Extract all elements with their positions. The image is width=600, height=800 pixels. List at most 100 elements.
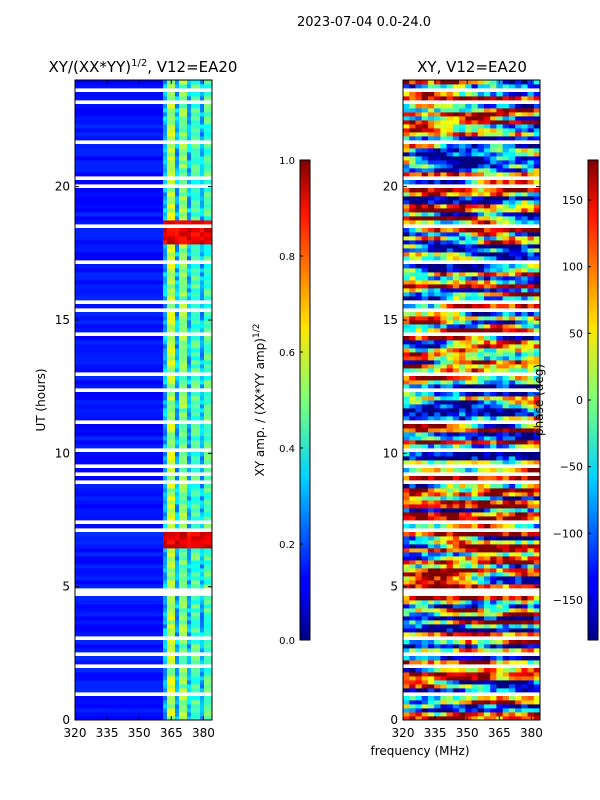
phase-cell xyxy=(471,596,479,601)
phase-cell xyxy=(471,408,479,413)
amplitude-cell xyxy=(179,404,187,409)
phase-cell xyxy=(409,680,416,685)
phase-cell xyxy=(434,200,441,205)
phase-cell xyxy=(446,628,454,633)
phase-cell xyxy=(527,560,535,565)
amplitude-cell xyxy=(200,336,204,341)
phase-cell xyxy=(508,244,516,249)
amplitude-cell xyxy=(179,672,187,677)
amplitude-cell xyxy=(75,616,163,621)
phase-cell xyxy=(415,452,423,457)
amplitude-cell xyxy=(187,660,191,665)
phase-cell xyxy=(515,672,522,677)
amplitude-cell xyxy=(200,284,204,289)
amplitude-cell xyxy=(167,348,175,353)
amplitude-cell xyxy=(204,632,212,637)
amplitude-cell xyxy=(75,336,163,341)
amplitude-cell xyxy=(75,492,163,497)
phase-cell xyxy=(490,516,497,521)
phase-cell xyxy=(515,288,522,293)
phase-cell xyxy=(483,564,491,569)
amplitude-cell xyxy=(163,392,167,397)
phase-cell xyxy=(502,168,510,173)
phase-cell xyxy=(508,408,516,413)
phase-cell xyxy=(483,392,491,397)
amplitude-cell xyxy=(191,536,200,541)
phase-cell xyxy=(527,268,535,273)
phase-cell xyxy=(446,700,454,705)
phase-cell xyxy=(483,584,491,589)
phase-cell xyxy=(427,576,435,581)
phase-cell xyxy=(471,672,479,677)
amplitude-cell xyxy=(75,672,163,677)
amplitude-cell xyxy=(163,656,167,661)
phase-cell xyxy=(452,128,460,133)
amplitude-cell xyxy=(163,564,167,569)
phase-cell xyxy=(490,452,497,457)
phase-cell xyxy=(427,272,435,277)
amplitude-cell xyxy=(200,632,204,637)
phase-cell xyxy=(452,256,460,261)
amplitude-cell xyxy=(167,604,175,609)
amplitude-cell xyxy=(204,136,212,141)
amplitude-cell xyxy=(187,200,191,205)
phase-cell xyxy=(465,556,472,561)
phase-cell xyxy=(465,632,472,637)
amplitude-cell xyxy=(167,424,175,429)
phase-cell xyxy=(415,248,423,253)
phase-cell xyxy=(527,304,535,309)
phase-cell xyxy=(421,216,429,221)
amplitude-cell xyxy=(167,412,175,417)
phase-cell xyxy=(440,540,447,545)
phase-cell xyxy=(459,616,466,621)
amplitude-cell xyxy=(163,504,167,509)
amplitude-cell xyxy=(204,476,212,481)
phase-cell xyxy=(527,552,535,557)
phase-cell xyxy=(403,144,410,149)
phase-cell xyxy=(496,392,504,397)
phase-cell xyxy=(471,712,479,717)
phase-cell xyxy=(477,440,485,445)
phase-cell xyxy=(459,192,466,197)
phase-cell xyxy=(471,604,479,609)
phase-cell xyxy=(502,492,510,497)
phase-cell xyxy=(409,632,416,637)
phase-cell xyxy=(527,252,535,257)
phase-cell xyxy=(434,548,441,553)
amplitude-cell xyxy=(175,212,179,217)
phase-cell xyxy=(403,292,410,297)
phase-cell xyxy=(521,252,528,257)
amplitude-cell xyxy=(191,456,200,461)
phase-cell xyxy=(421,396,429,401)
phase-cell xyxy=(496,700,504,705)
amplitude-cell xyxy=(200,128,204,133)
phase-cell xyxy=(496,264,504,269)
phase-cell xyxy=(415,80,423,85)
phase-cell xyxy=(477,412,485,417)
phase-cell xyxy=(502,256,510,261)
phase-cell xyxy=(502,248,510,253)
phase-cell xyxy=(440,164,447,169)
phase-cell xyxy=(459,172,466,177)
amplitude-cell xyxy=(191,648,200,653)
amplitude-cell xyxy=(187,700,191,705)
phase-cell xyxy=(427,628,435,633)
phase-cell xyxy=(446,632,454,637)
phase-cell xyxy=(452,408,460,413)
phase-cell xyxy=(508,436,516,441)
phase-cell xyxy=(496,156,504,161)
phase-cell xyxy=(440,304,447,309)
phase-cell xyxy=(483,320,491,325)
phase-cell xyxy=(502,628,510,633)
phase-cell xyxy=(452,364,460,369)
phase-cell xyxy=(440,252,447,257)
amplitude-cell xyxy=(187,696,191,701)
phase-cell xyxy=(502,484,510,489)
amplitude-cell xyxy=(175,244,179,249)
phase-cell xyxy=(508,272,516,277)
amplitude-cell xyxy=(167,416,175,421)
amplitude-cell xyxy=(179,320,187,325)
amplitude-cell xyxy=(204,276,212,281)
phase-cell xyxy=(415,156,423,161)
phase-cell xyxy=(434,256,441,261)
